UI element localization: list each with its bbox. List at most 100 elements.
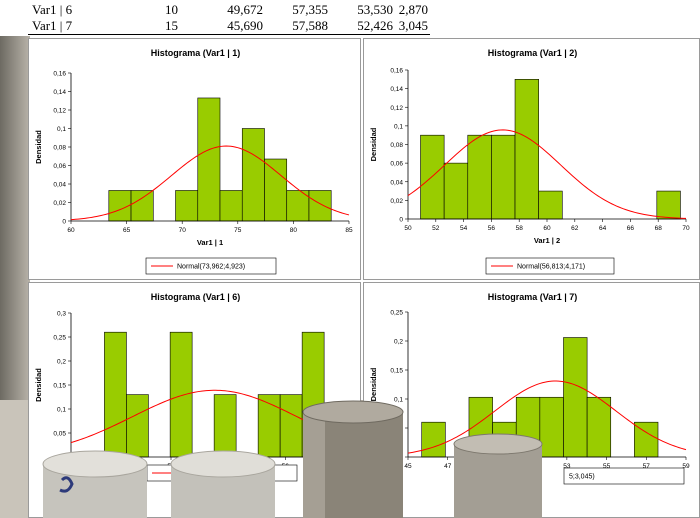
x-tick-label: 52 xyxy=(432,225,440,232)
histogram-bar xyxy=(656,190,681,220)
cell-value: 10 xyxy=(165,2,178,17)
y-tick-label: 0,08 xyxy=(53,145,66,152)
x-tick-label: 47 xyxy=(444,463,452,470)
histogram-bar xyxy=(538,190,563,220)
cell-value: 2,870 xyxy=(398,2,428,17)
y-axis-label: Densidad xyxy=(369,367,378,401)
table-row: Var1 | 6 10 49,672 57,355 53,530 2,870 xyxy=(28,2,430,18)
x-tick-label: 65 xyxy=(123,227,131,234)
y-tick-label: 0,05 xyxy=(53,431,66,438)
x-tick-label: 56 xyxy=(488,225,496,232)
cell-value: 57,355 xyxy=(292,2,328,17)
histogram-bar xyxy=(421,421,446,458)
y-tick-label: 0,04 xyxy=(390,179,403,186)
histogram-bar xyxy=(308,190,332,222)
histogram-bar xyxy=(241,128,265,222)
y-tick-label: 0,08 xyxy=(390,142,403,149)
histogram-bar xyxy=(169,331,193,458)
histogram-bar xyxy=(514,79,539,220)
x-tick-label: 60 xyxy=(67,227,75,234)
cell-value: 57,588 xyxy=(292,18,328,33)
histogram-bar xyxy=(104,331,127,458)
normal-curve xyxy=(407,380,687,454)
y-tick-label: 0 xyxy=(399,217,403,224)
x-tick-label: 60 xyxy=(543,225,551,232)
row-label: Var1 | 6 xyxy=(32,2,73,17)
histogram-bar xyxy=(586,396,612,458)
histogram-bar xyxy=(264,158,288,222)
x-tick-label: 68 xyxy=(655,225,663,232)
y-tick-label: 0,15 xyxy=(390,368,403,375)
histogram-bar xyxy=(563,337,588,458)
normal-curve xyxy=(407,129,687,219)
histogram-bar xyxy=(491,134,516,220)
y-tick-label: 0,02 xyxy=(390,198,403,205)
legend-label: Normal(56,813;4,171) xyxy=(517,264,585,271)
x-tick-label: 53 xyxy=(563,463,571,470)
y-tick-label: 0,14 xyxy=(390,86,403,93)
histogram-bar xyxy=(443,162,469,220)
cell-value: 15 xyxy=(165,18,178,33)
x-tick-label: 45 xyxy=(404,463,412,470)
y-tick-label: 0,2 xyxy=(394,339,403,346)
cell-value: 52,426 xyxy=(357,18,393,33)
y-tick-label: 0 xyxy=(62,219,66,226)
legend-label: 5;3,045) xyxy=(569,474,595,481)
chart-title: Histograma (Var1 | 1) xyxy=(151,48,241,58)
histogram-bar xyxy=(219,190,243,222)
chart-title: Histograma (Var1 | 2) xyxy=(488,48,578,58)
statistics-table: Var1 | 6 10 49,672 57,355 53,530 2,870 V… xyxy=(28,2,430,36)
y-tick-label: 0,1 xyxy=(394,123,403,130)
legend-box xyxy=(563,467,685,485)
histogram-bar xyxy=(175,190,199,222)
cell-value: 53,530 xyxy=(357,2,393,17)
histogram-panel-var1-2: Histograma (Var1 | 2) 0 0,02 0,04 0,06 0,08 0,… xyxy=(363,38,700,280)
y-tick-label: 0,06 xyxy=(390,161,403,168)
chart-legend: Normal(73,962;4,923) xyxy=(145,257,277,275)
y-tick-label: 0,1 xyxy=(57,126,66,133)
y-axis-label: Densidad xyxy=(34,130,43,164)
y-tick-label: 0,1 xyxy=(57,407,66,414)
histogram-bar xyxy=(197,97,221,222)
normal-curve xyxy=(70,145,350,221)
x-axis-label: Var1 | 1 xyxy=(197,238,223,247)
y-tick-label: 0,04 xyxy=(53,182,66,189)
table-bottom-rule xyxy=(28,34,430,35)
y-tick-label: 0,12 xyxy=(390,105,403,112)
x-tick-label: 54 xyxy=(460,225,468,232)
x-tick-label: 85 xyxy=(345,227,353,234)
histogram-bar xyxy=(420,134,445,220)
cell-value: 49,672 xyxy=(227,2,263,17)
x-tick-label: 57 xyxy=(643,463,651,470)
y-tick-label: 0,3 xyxy=(57,311,66,318)
y-tick-label: 0,16 xyxy=(390,68,403,75)
y-tick-label: 0,25 xyxy=(53,335,66,342)
x-tick-label: 62 xyxy=(571,225,579,232)
x-tick-label: 59 xyxy=(682,463,690,470)
cell-value: 3,045 xyxy=(398,18,428,33)
y-tick-label: 0,25 xyxy=(390,310,403,317)
chart-title: Histograma (Var1 | 6) xyxy=(151,292,241,302)
x-tick-label: 70 xyxy=(682,225,690,232)
y-tick-label: 0,1 xyxy=(394,397,403,404)
x-axis-label: Var1 | 2 xyxy=(534,236,560,245)
legend-box xyxy=(485,257,615,275)
x-tick-label: 75 xyxy=(234,227,242,234)
concrete-cylinder-photo xyxy=(302,400,404,518)
y-tick-label: 0,15 xyxy=(53,383,66,390)
x-tick-label: 64 xyxy=(599,225,607,232)
row-label: Var1 | 7 xyxy=(32,18,73,33)
x-tick-label: 80 xyxy=(290,227,298,234)
histogram-chart: Histograma (Var1 | 2) 0 0,02 0,04 0,06 0,08 0,… xyxy=(369,48,690,275)
concrete-cylinder-photo xyxy=(170,450,276,518)
concrete-cylinder-photo xyxy=(453,433,543,518)
legend-box xyxy=(145,257,277,275)
y-axis-label: Densidad xyxy=(34,368,43,402)
table-row: Var1 | 7 15 45,690 57,588 52,426 3,045 xyxy=(28,18,430,34)
histogram-chart: Histograma (Var1 | 1) 0 0,02 0,04 0,06 0,08 0,… xyxy=(34,48,353,275)
y-axis-label: Densidad xyxy=(369,127,378,161)
chart-legend: 5;3,045) xyxy=(563,467,685,485)
chart-legend: Normal(56,813;4,171) xyxy=(485,257,615,275)
y-tick-label: 0,02 xyxy=(53,200,66,207)
x-tick-label: 70 xyxy=(179,227,187,234)
